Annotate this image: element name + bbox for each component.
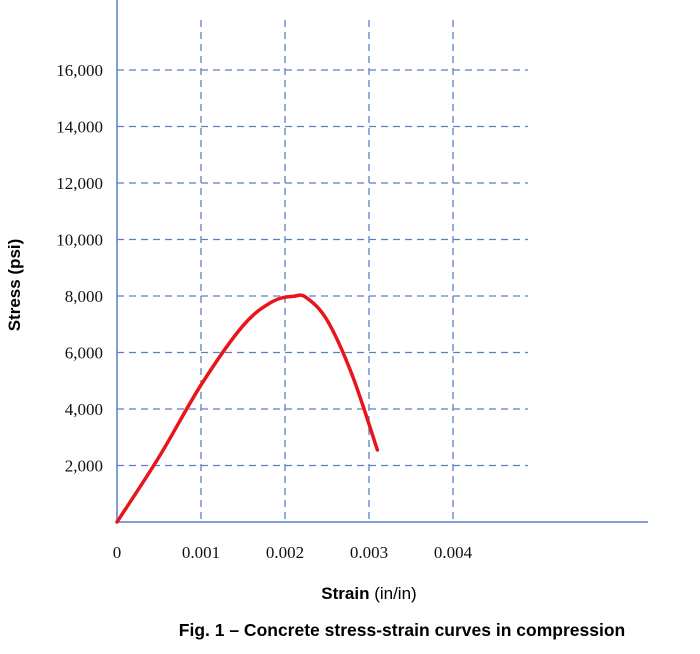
y-tick-label: 2,000: [65, 457, 103, 476]
y-tick-label: 12,000: [56, 174, 103, 193]
x-axis-label-unit: (in/in): [369, 584, 416, 603]
x-tick-label: 0.004: [434, 543, 473, 562]
x-axis-label: Strain (in/in): [321, 584, 416, 603]
series: [115, 293, 380, 524]
y-tick-label: 6,000: [65, 344, 103, 363]
x-tick-label: 0.002: [266, 543, 304, 562]
grid-lines: [117, 20, 528, 522]
x-axis-label-quantity: Strain: [321, 584, 369, 603]
y-tick-label: 4,000: [65, 400, 103, 419]
x-tick-label: 0.003: [350, 543, 388, 562]
series-line-0: [115, 293, 380, 524]
x-tick-label: 0.001: [182, 543, 220, 562]
x-tick-label: 0: [113, 543, 122, 562]
tick-labels: 2,000 4,000 6,000 8,000 10,000 12,000 14,000 16…: [56, 61, 472, 562]
y-tick-label: 8,000: [65, 287, 103, 306]
y-tick-label: 16,000: [56, 61, 103, 80]
y-tick-label: 10,000: [56, 231, 103, 250]
figure-caption: Fig. 1 – Concrete stress-strain curves i…: [179, 620, 625, 640]
axes: [116, 0, 648, 523]
y-axis-label: Stress (psi): [5, 239, 24, 332]
y-tick-label: 14,000: [56, 118, 103, 137]
